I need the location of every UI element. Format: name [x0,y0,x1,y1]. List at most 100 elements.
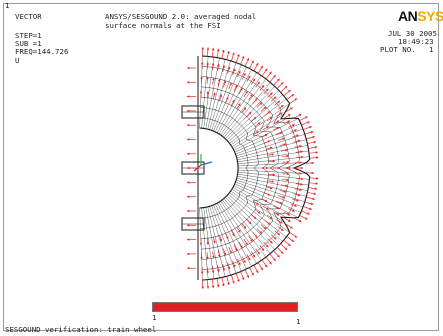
vector-head [280,251,284,254]
mesh-radial [218,202,257,264]
vector-head [288,219,291,222]
vector-head [298,219,302,223]
vector-head [266,166,269,170]
vector-head [299,144,302,148]
vector-head [259,102,262,105]
vector-head [206,286,210,289]
mesh-radial [220,200,262,261]
vector-head [287,172,290,176]
vector-head [270,92,273,96]
mesh-radial [232,187,287,218]
vector-head [253,117,257,120]
vector-head [212,255,215,259]
vector-head [226,236,229,240]
vector-head [233,68,236,72]
vector-head [273,75,276,78]
vector-head [206,91,210,94]
plot-title-line1: ANSYS/SESGOUND 2.0: averaged nodal [105,12,257,21]
vector-head [261,248,265,251]
vector-head [222,65,226,68]
vector-head [187,152,190,156]
vector-head [310,202,314,206]
vector-head [248,257,251,261]
vector-head [216,284,220,288]
vector-head [187,266,190,270]
vector-head [248,221,252,224]
vector-head [294,235,297,238]
vector-head [261,85,265,88]
vector-head [227,282,230,285]
vector-head [292,124,295,127]
vector-head [283,190,287,193]
vector-head [253,216,257,219]
field-label: U [15,56,20,65]
vector-head [199,90,203,94]
vector-head [187,166,190,170]
vector-head [269,117,273,120]
vector-head [187,81,190,84]
mesh-radial [237,173,309,186]
mesh-radial [236,177,307,197]
vector-head [311,161,314,165]
vector-head [287,213,291,216]
vector-head [211,270,215,273]
mesh-radial [215,203,247,269]
vector-head [273,258,276,261]
vector-head [271,153,274,156]
vector-head [284,86,288,89]
vector-head [257,251,260,255]
vector-head [251,60,254,64]
vector-head [187,109,190,113]
vector-head [269,261,272,265]
vector-head [312,197,315,201]
mesh-radial [230,103,290,146]
vector-head [248,75,251,79]
vector-head [315,151,318,154]
vector-head [232,99,235,103]
vector-head [234,248,238,251]
vector-head [187,123,190,127]
vector-head [241,277,245,280]
vector-head [294,204,297,207]
vector-head [222,268,226,271]
vector-head [233,264,236,268]
vector-head [286,154,289,158]
mesh-radial [231,113,285,147]
vector-head [187,195,190,198]
vector-head [213,92,216,96]
vector-head [213,240,216,244]
vector-head [187,252,190,256]
step-label: STEP=1 [15,31,42,40]
vector-head [294,98,297,101]
vector-head [260,267,263,271]
vector-head [298,113,302,117]
vector-head [232,281,235,284]
vector-head [206,242,210,245]
vector-head [256,270,259,273]
vector-head [248,112,252,115]
vector-head [241,56,245,59]
mesh-radial [236,134,305,157]
vector-head [296,134,299,137]
vector-head [243,107,246,111]
vector-head [296,199,299,202]
mesh-radial [229,98,287,144]
vector-head [314,187,318,190]
vector-head [206,62,209,65]
vector-head [201,286,205,289]
wheel-mesh [181,55,311,281]
vector-head [187,181,190,184]
vector-head [217,254,221,257]
vector-head [300,183,303,186]
vector-head [277,232,280,236]
vector-head [265,88,269,92]
vector-head [276,206,280,210]
vector-head [255,235,258,238]
mesh-radial [232,118,287,149]
vector-head [246,275,250,278]
vector-head [300,150,303,153]
vector-head [270,240,273,244]
origin-triad-icon [193,154,213,172]
substep-label: SUB =1 [15,39,42,48]
